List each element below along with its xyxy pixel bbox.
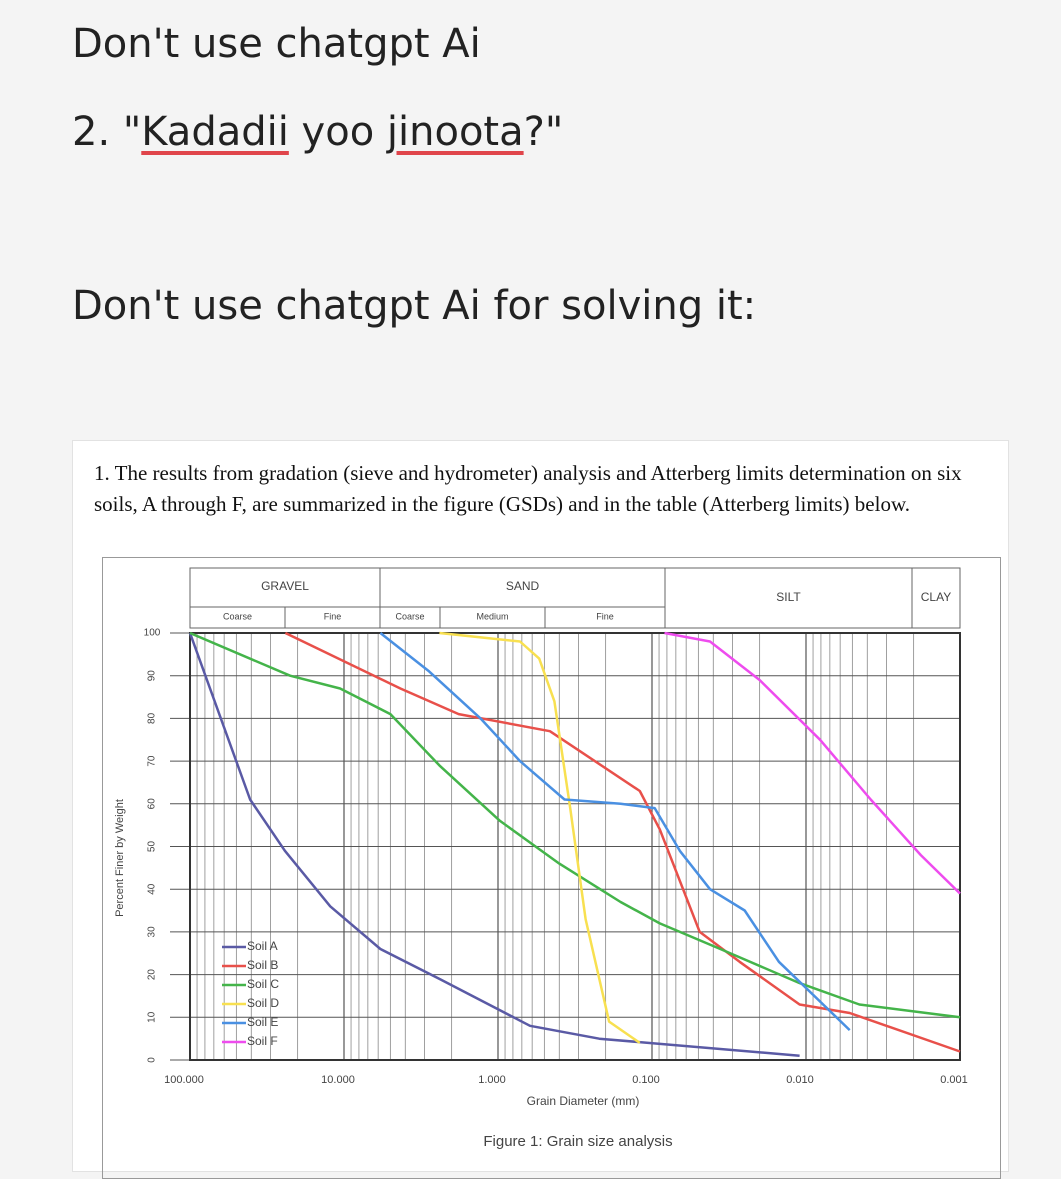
post-line: Don't use chatgpt Ai <box>72 21 481 67</box>
legend-label: Soil C <box>247 977 279 991</box>
legend-label: Soil B <box>247 958 278 972</box>
text: 2. " <box>72 109 142 155</box>
text: ?" <box>523 109 564 155</box>
zone-label: GRAVEL <box>261 579 309 593</box>
text: yoo <box>288 109 387 155</box>
y-tick-label: 30 <box>147 926 158 938</box>
y-tick-label: 50 <box>147 841 158 853</box>
zone-label: CLAY <box>921 590 951 604</box>
y-tick-label: 80 <box>147 712 158 724</box>
post-line: Don't use chatgpt Ai for solving it: <box>72 283 757 329</box>
legend-label: Soil E <box>247 1015 278 1029</box>
misspelled-word: jinoota <box>386 109 524 155</box>
plot-frame <box>189 632 961 1061</box>
misspelled-word: Kadadii <box>141 109 289 155</box>
gsd-curve <box>189 631 961 1019</box>
zone-part-label: Coarse <box>395 611 424 621</box>
x-axis-title: Grain Diameter (mm) <box>527 1094 640 1108</box>
legend-label: Soil D <box>247 996 279 1010</box>
y-tick-label: 10 <box>147 1011 158 1023</box>
x-tick-label: 10.000 <box>321 1074 355 1086</box>
x-tick-label: 0.100 <box>632 1074 660 1086</box>
y-tick-label: 40 <box>147 883 158 895</box>
y-tick-label: 100 <box>144 628 161 639</box>
image-card <box>72 440 1009 1172</box>
zone-label: SAND <box>506 579 540 593</box>
legend-label: Soil F <box>247 1034 278 1048</box>
post-line: 2. "Kadadii yoo jinoota?" <box>72 112 563 152</box>
x-tick-label: 1.000 <box>478 1074 506 1086</box>
gsd-curve <box>188 632 800 1057</box>
y-tick-label: 90 <box>147 670 158 682</box>
zone-header <box>189 567 961 629</box>
zone-part-label: Fine <box>596 611 614 621</box>
gsd-curve <box>664 631 961 895</box>
gsd-curve <box>379 632 851 1031</box>
gsd-curve <box>284 631 961 1053</box>
x-tick-label: 0.010 <box>786 1074 814 1086</box>
legend-label: Soil A <box>247 939 278 953</box>
x-tick-label: 0.001 <box>940 1074 968 1086</box>
y-tick-label: 60 <box>147 798 158 810</box>
y-tick-label: 20 <box>147 969 158 981</box>
problem-text: 1. The results from gradation (sieve and… <box>94 461 962 516</box>
x-tick-label: 100.000 <box>164 1074 204 1086</box>
y-tick-label: 0 <box>147 1057 158 1063</box>
y-axis-title: Percent Finer by Weight <box>114 799 126 917</box>
zone-label: SILT <box>776 590 801 604</box>
zone-part-label: Coarse <box>223 611 252 621</box>
y-tick-label: 70 <box>147 755 158 767</box>
figure-caption: Figure 1: Grain size analysis <box>483 1133 672 1150</box>
gsd-curve <box>439 631 641 1044</box>
zone-part-label: Fine <box>324 611 342 621</box>
zone-part-label: Medium <box>476 611 508 621</box>
